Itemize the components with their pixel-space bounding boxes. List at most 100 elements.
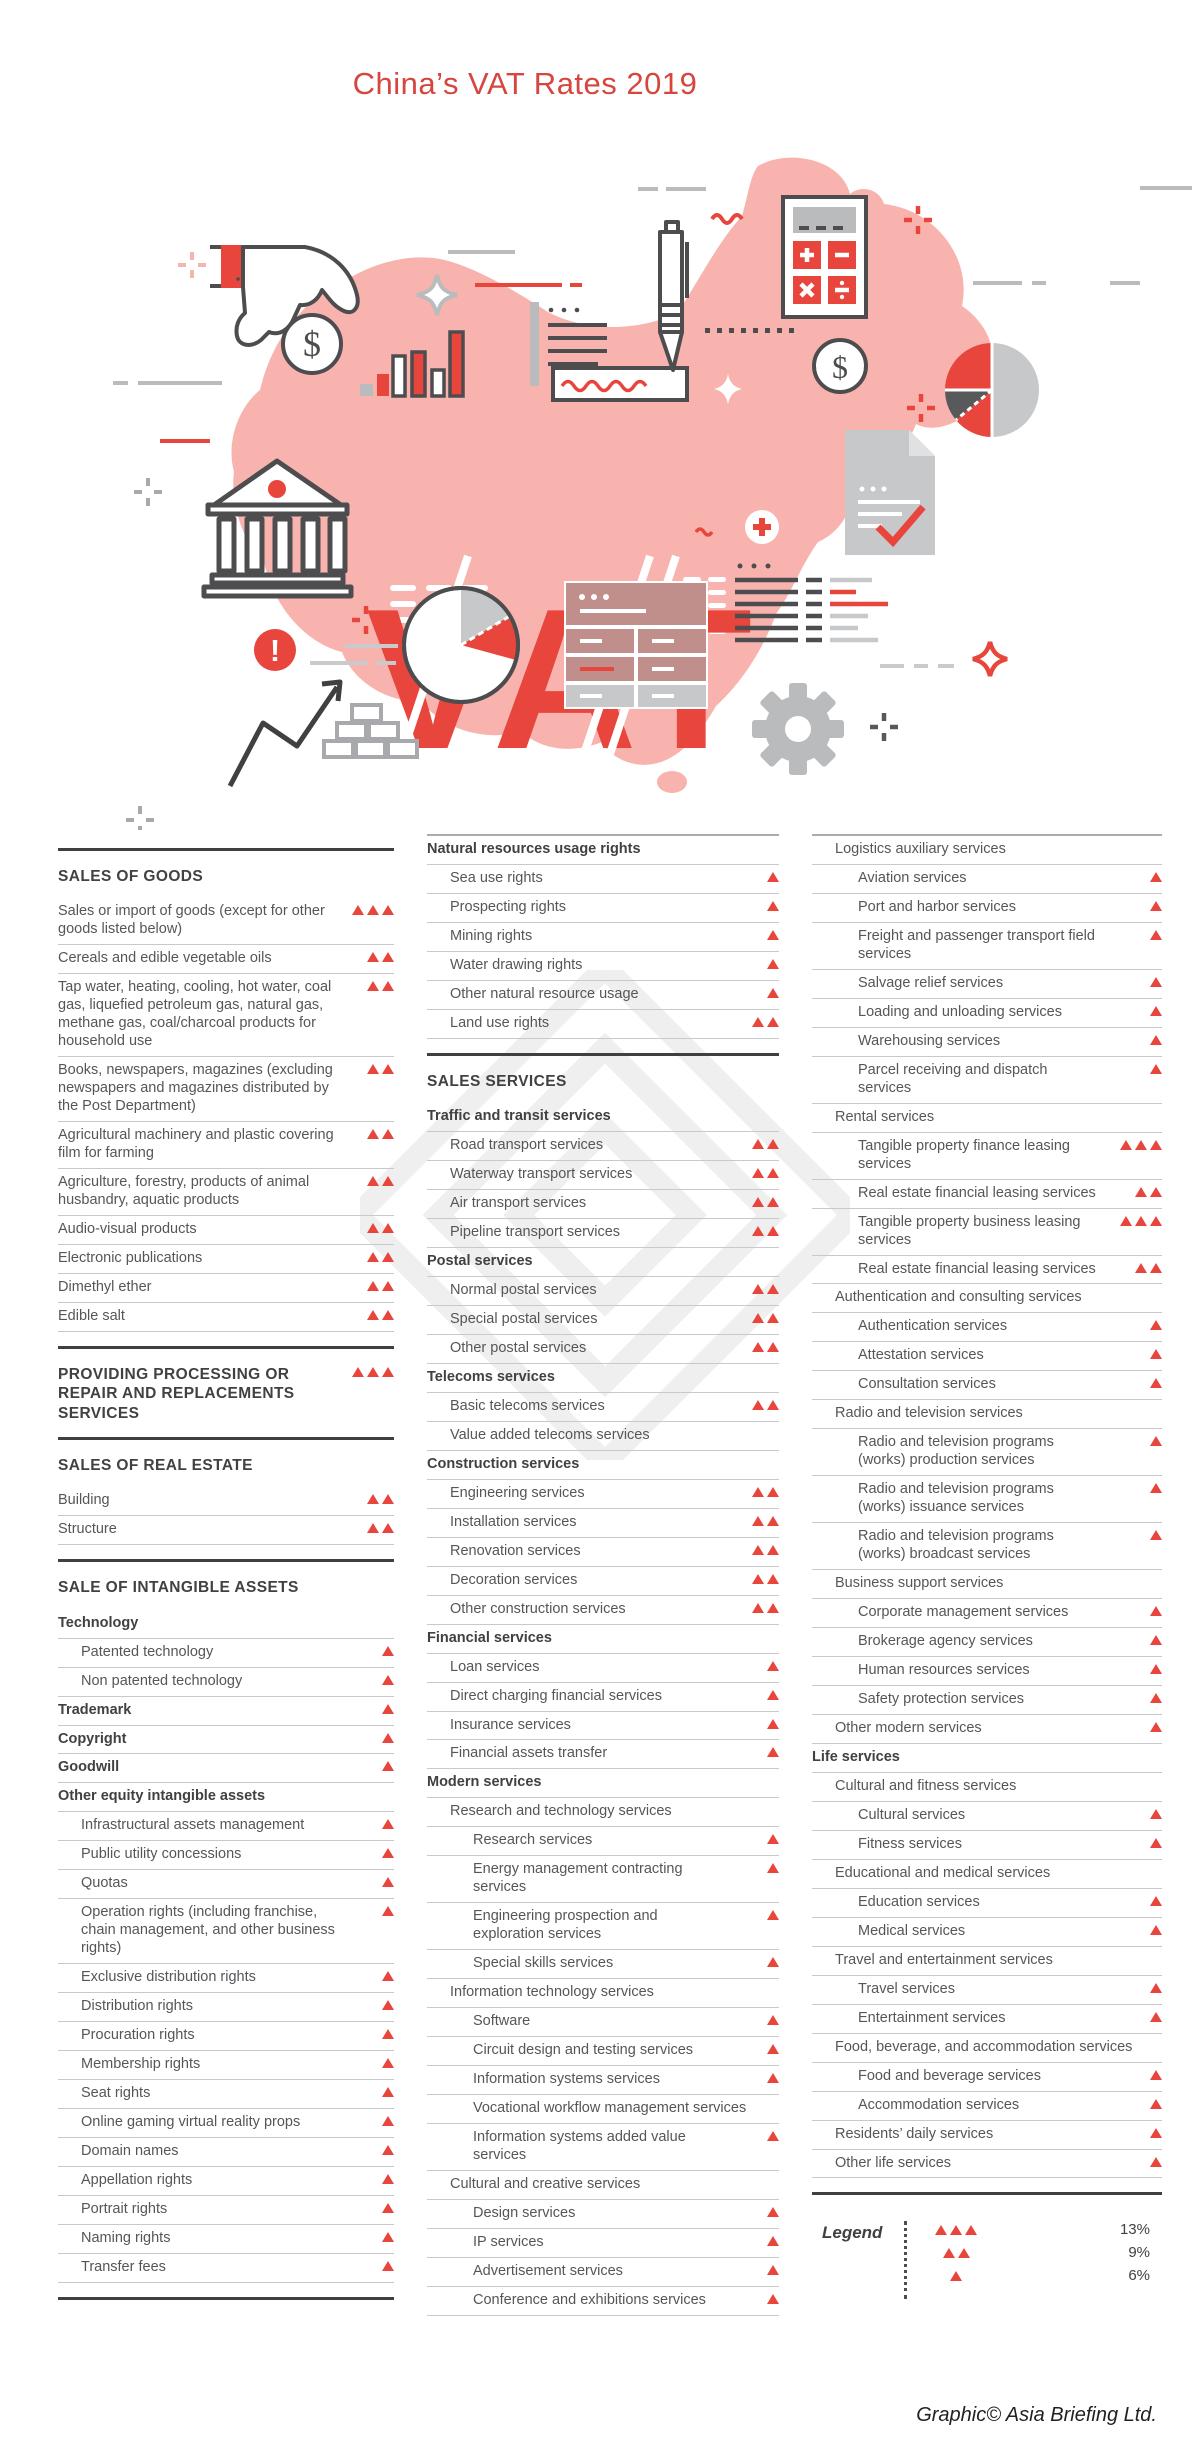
rate-item-label: Fitness services (858, 1835, 962, 1852)
sparkle-icon (714, 374, 742, 404)
rate-item-label: Circuit design and testing services (473, 2042, 694, 2059)
rate-item-label: Sales or import of goods (except for oth… (58, 903, 325, 938)
rate-row: Information systems services (427, 2066, 779, 2096)
rate-triangle-icon (367, 1523, 379, 1534)
rate-row: Accommodation services (812, 2092, 1162, 2121)
rate-item-label: Rental services (835, 1108, 935, 1125)
rate-row: Real estate financial leasing services (812, 1180, 1162, 1209)
rate-item-label: Life services (812, 1748, 900, 1765)
vat-rate-marker (1150, 2098, 1162, 2109)
vat-rate-marker (1150, 1721, 1162, 1732)
bricks-icon (322, 703, 419, 759)
vat-rate-marker (1150, 1483, 1162, 1494)
vat-rate-marker (1150, 2069, 1162, 2080)
rate-item-label: Transfer fees (81, 2258, 166, 2275)
vat-rate-marker (767, 2293, 779, 2304)
rate-triangle-icon (352, 1366, 364, 1377)
rate-triangle-icon (767, 1834, 779, 1845)
rate-row: Cultural and fitness services (812, 1773, 1162, 1802)
rate-row: Water drawing rights (427, 952, 779, 981)
rate-triangle-icon (367, 905, 379, 916)
rate-triangle-icon (367, 1129, 379, 1140)
rate-triangle-icon (1150, 1139, 1162, 1150)
rate-row: Financial services (427, 1625, 779, 1654)
rate-triangle-icon (767, 1718, 779, 1729)
rate-row: Seat rights (58, 2080, 394, 2110)
rate-row: Port and harbor services (812, 894, 1162, 923)
vat-rate-marker (1150, 1005, 1162, 1016)
rate-column: Logistics auxiliary services Aviation ser… (812, 834, 1162, 2196)
section-title: SALES OF GOODS (58, 867, 394, 886)
rate-triangle-icon (382, 952, 394, 963)
rate-item-label: Normal postal services (450, 1281, 597, 1298)
rate-triangle-icon (767, 2293, 779, 2304)
vat-rate-marker (382, 1732, 394, 1743)
rate-item-label: SALES OF GOODS (58, 868, 204, 885)
vat-rate-marker (767, 2015, 779, 2026)
rate-triangle-icon (382, 1280, 394, 1291)
rate-triangle-icon (1150, 1924, 1162, 1935)
hero-illustration: VAT $ (113, 157, 1192, 830)
rate-column: SALES OF GOODS Sales or import of goods (… (58, 848, 394, 2300)
vat-rate-marker (1150, 871, 1162, 882)
rate-item-label: Human resources services (858, 1662, 1030, 1679)
rate-triangle-icon (1150, 1063, 1162, 1074)
rate-row: Vocational workflow management services (427, 2095, 779, 2125)
legend-triangles (923, 2224, 989, 2235)
rate-triangle-icon (752, 1341, 764, 1352)
rate-triangle-icon (752, 1168, 764, 1179)
rate-item-label: Books, newspapers, magazines (excluding … (58, 1062, 333, 1115)
rate-row: Energy management contracting services (427, 1856, 779, 1904)
vat-rate-marker (767, 2044, 779, 2055)
vat-rate-marker (382, 2058, 394, 2069)
rate-triangle-icon (767, 1573, 779, 1584)
rate-item-label: Parcel receiving and dispatch services (858, 1061, 1048, 1096)
vat-rate-marker (1150, 1808, 1162, 1819)
rate-row: Education services (812, 1889, 1162, 1918)
legend-row: 13% (923, 2221, 1162, 2238)
rate-triangle-icon (767, 2264, 779, 2275)
vat-rate-marker (382, 1877, 394, 1888)
rate-row: Domain names (58, 2138, 394, 2167)
pie-chart-icon (402, 586, 520, 704)
rate-row: Renovation services (427, 1538, 779, 1567)
rate-item-label: Edible salt (58, 1307, 125, 1324)
rate-triangle-icon (382, 1761, 394, 1772)
rate-row: Insurance services (427, 1712, 779, 1741)
rate-item-label: Attestation services (858, 1347, 984, 1364)
rate-row: Corporate management services (812, 1599, 1162, 1629)
rate-row: Cereals and edible vegetable oils (58, 945, 394, 975)
rate-triangle-icon (382, 2116, 394, 2127)
rate-item-label: Infrastructural assets management (81, 1817, 305, 1834)
legend-rate: 6% (1128, 2267, 1150, 2285)
rate-triangle-icon (382, 981, 394, 992)
vat-rate-marker (767, 987, 779, 998)
rate-triangle-icon (382, 1906, 394, 1917)
rate-triangle-icon (382, 1674, 394, 1685)
vat-rate-marker (752, 1016, 779, 1027)
vat-rate-marker (950, 2270, 962, 2281)
rate-triangle-icon (1150, 1721, 1162, 1732)
rate-row: Agricultural machinery and plastic cover… (58, 1122, 394, 1169)
rate-triangle-icon (767, 2235, 779, 2246)
rate-triangle-icon (367, 1064, 379, 1075)
rate-row: Cultural and creative services (427, 2171, 779, 2200)
rate-triangle-icon (382, 2029, 394, 2040)
rate-row: Radio and television programs (works) is… (812, 1476, 1162, 1524)
dollar-coin-icon: $ (812, 338, 868, 394)
rate-item-label: Engineering prospection and exploration … (473, 1908, 658, 1943)
rate-column: Natural resources usage rights Sea use ri… (427, 834, 779, 2316)
rate-row: Operation rights (including franchise, c… (58, 1899, 394, 1965)
rate-row: Public utility concessions (58, 1841, 394, 1871)
vat-rate-marker (752, 1341, 779, 1352)
vat-rate-marker (767, 2206, 779, 2217)
rate-item-label: Loading and unloading services (858, 1003, 1062, 1020)
rate-triangle-icon (1150, 2098, 1162, 2109)
rate-triangle-icon (767, 1312, 779, 1323)
rate-triangle-icon (767, 2131, 779, 2142)
rate-row: Procuration rights (58, 2022, 394, 2052)
rate-triangle-icon (752, 1544, 764, 1555)
rate-row: Radio and television programs (works) pr… (812, 1429, 1162, 1477)
rate-row: Freight and passenger transport field se… (812, 923, 1162, 970)
rate-triangle-icon (367, 1222, 379, 1233)
